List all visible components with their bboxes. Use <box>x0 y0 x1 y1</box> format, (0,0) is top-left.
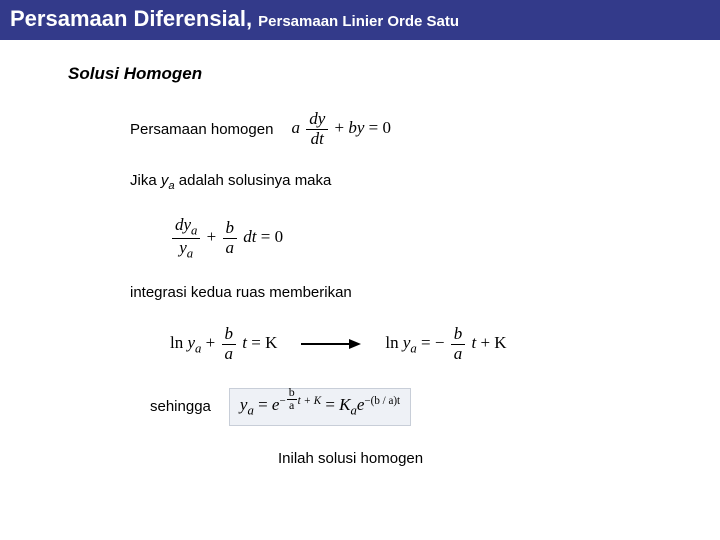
equation-3a: ln ya + ba t = K <box>170 325 277 363</box>
line-homogeneous-eq: Persamaan homogen a dydt + by = 0 <box>130 110 720 148</box>
text-integration: integrasi kedua ruas memberikan <box>130 284 352 301</box>
equation-4: ya = e−bat + K = Kae−(b / a)t <box>240 395 400 420</box>
slide-content: Solusi Homogen Persamaan homogen a dydt … <box>0 40 720 467</box>
equation-3b: ln ya = − ba t + K <box>385 325 506 363</box>
line-if-solution: Jika ya adalah solusinya maka <box>130 172 720 192</box>
equation-1: a dydt + by = 0 <box>291 110 391 148</box>
header-title-sub: Persamaan Linier Orde Satu <box>258 13 459 30</box>
text-final: Inilah solusi homogen <box>278 450 720 467</box>
equation-2-row: dya ya + ba dt = 0 <box>170 216 720 260</box>
equation-3-row: ln ya + ba t = K ln ya = − ba t + K <box>170 325 720 363</box>
slide-header: Persamaan Diferensial, Persamaan Linier … <box>0 0 720 40</box>
text-if-solution: Jika ya adalah solusinya maka <box>130 172 331 192</box>
header-title-main: Persamaan Diferensial, <box>10 6 252 32</box>
arrow-icon <box>301 337 361 351</box>
text-sehingga: sehingga <box>150 398 211 415</box>
equation-2: dya ya + ba dt = 0 <box>170 216 283 260</box>
equation-4-box: ya = e−bat + K = Kae−(b / a)t <box>229 388 411 427</box>
section-heading: Solusi Homogen <box>68 64 720 84</box>
line-sehingga: sehingga ya = e−bat + K = Kae−(b / a)t <box>150 388 720 427</box>
text-homogeneous: Persamaan homogen <box>130 121 273 138</box>
line-integration: integrasi kedua ruas memberikan <box>130 284 720 301</box>
